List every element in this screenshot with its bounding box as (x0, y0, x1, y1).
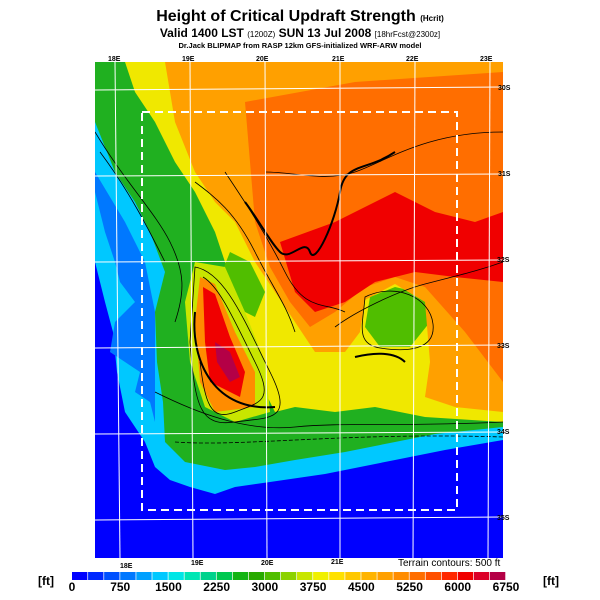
colorbar-swatch (377, 572, 393, 580)
colorbar-swatch (473, 572, 490, 580)
forecast-info: [18hrFcst@2300z] (374, 30, 441, 39)
lat-label: 30S (498, 85, 511, 92)
colorbar-swatch (248, 572, 265, 580)
colorbar-tick-label: 5250 (396, 580, 423, 594)
colorbar-tick-label: 6750 (492, 580, 520, 594)
colorbar-swatch (200, 572, 216, 580)
lon-label-bottom: 20E (261, 560, 274, 567)
lon-label: 21E (332, 56, 345, 63)
colorbar-swatch (104, 572, 120, 580)
colorbar-swatch (393, 572, 409, 580)
colorbar-swatch (264, 572, 281, 580)
thick-contours (193, 151, 406, 409)
lon-label: 19E (182, 56, 195, 63)
unit-left: [ft] (38, 574, 54, 588)
colorbar-tick-label: 4500 (347, 580, 375, 594)
green-patch-west (220, 252, 265, 317)
chart-title: Height of Critical Updraft Strength (Hcr… (0, 8, 600, 26)
unit-right: [ft] (543, 574, 559, 588)
valid-line: Valid 1400 LST (159, 26, 244, 40)
colorbar-swatch (425, 572, 442, 580)
colorbar-swatch (152, 572, 168, 580)
colorbar-swatch (409, 572, 425, 580)
terrain-contours-note: Terrain contours: 500 ft (398, 558, 501, 569)
lat-label: 33S (497, 343, 510, 350)
colorbar-swatch (457, 572, 474, 580)
colorbar-swatch (280, 572, 297, 580)
colorbar-swatch (88, 572, 104, 580)
lon-label: 23E (480, 56, 493, 63)
lon-label: 20E (256, 56, 269, 63)
colorbar-tick-label: 3000 (251, 580, 279, 594)
lon-label-bottom: 18E (120, 563, 133, 570)
colorbar-swatch (168, 572, 184, 580)
lat-label: 31S (498, 171, 511, 178)
lon-label-bottom: 21E (331, 559, 344, 566)
colorbar-swatch (297, 572, 313, 580)
ridge-peak (215, 342, 240, 382)
colorbar-swatch (329, 572, 345, 580)
title-unit: (Hcrit) (420, 14, 444, 23)
lon-label: 22E (406, 56, 419, 63)
colorbar-tick-label: 2250 (203, 580, 231, 594)
colorbar-swatch (184, 572, 200, 580)
colorbar-swatch (345, 572, 361, 580)
inner-domain-box (141, 111, 458, 511)
colorbar (72, 572, 506, 580)
colorbar-swatch (136, 572, 152, 580)
lat-label: 35S (497, 515, 510, 522)
colorbar-tick-label: 6000 (444, 580, 472, 594)
colorbar-swatch (216, 572, 233, 580)
red-zone (280, 192, 503, 312)
colorbar-swatch (313, 572, 329, 580)
low-band (95, 172, 155, 422)
colorbar-swatch (441, 572, 458, 580)
colorbar-tick-label: 0 (68, 580, 76, 594)
colorbar-tick-label: 750 (110, 580, 131, 594)
lon-label: 18E (108, 56, 121, 63)
lat-label: 32S (497, 257, 510, 264)
colorbar-swatch (120, 572, 136, 580)
title-text: Height of Critical Updraft Strength (156, 8, 416, 25)
lat-lon-grid (95, 62, 503, 558)
credit-line: Dr.Jack BLIPMAP from RASP 12km GFS-initi… (178, 41, 422, 50)
colorbar-swatch (232, 572, 249, 580)
colorbar-swatch (489, 572, 506, 580)
colorbar-tick-label: 1500 (155, 580, 182, 594)
valid-utc: (1200Z) (247, 30, 276, 39)
colorbar-swatch (361, 572, 377, 580)
valid-time: Valid 1400 LST (1200Z) SUN 13 Jul 2008 [… (0, 26, 600, 40)
lat-label: 34S (497, 429, 510, 436)
colorbar-tick-label: 3750 (299, 580, 327, 594)
valid-date: SUN 13 Jul 2008 (278, 26, 372, 40)
hcrit-map (95, 62, 503, 558)
terrain-contours (95, 131, 503, 444)
lon-label-bottom: 19E (191, 560, 204, 567)
colorbar-swatch (72, 572, 88, 580)
